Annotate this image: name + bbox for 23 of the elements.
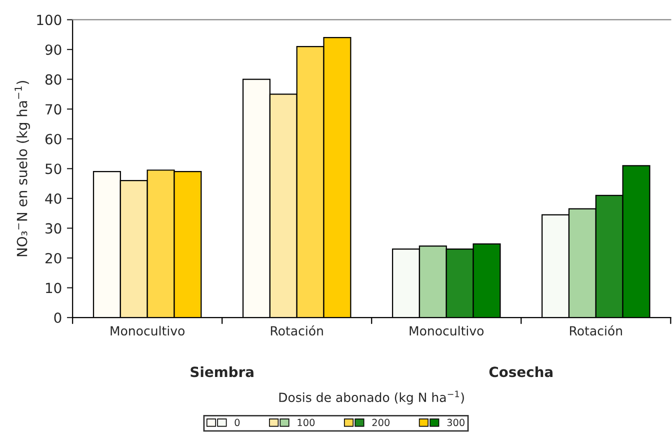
y-tick-label: 10 (46, 282, 62, 294)
y-tick-label: 70 (46, 104, 62, 115)
y-tick-label: 40 (45, 193, 62, 204)
y-tick-label: 80 (45, 74, 62, 85)
x-tick-label: Rotación (570, 325, 622, 336)
y-axis-title: NO₃$^{−}$N en suelo (kg ha$^{−1}$) (14, 80, 30, 256)
y-tick-label: 20 (46, 252, 62, 264)
x-tick-label: Monocultivo (410, 326, 484, 336)
legend-label: 300 (447, 418, 464, 426)
text: Siembra (190, 366, 254, 378)
y-tick-label: 30 (46, 223, 62, 234)
x-axis-title: Dosis de abonado (kg N ha$^{−1}$) (279, 390, 464, 405)
legend-label: 0 (234, 418, 240, 426)
x-tick-label: Rotación (270, 325, 323, 336)
y-tick-label: 0 (54, 312, 62, 324)
y-tick-label: 90 (45, 44, 62, 55)
x-tick-label: Monocultivo (110, 326, 184, 336)
y-tick-label: 50 (46, 164, 62, 174)
text: Cosecha (489, 366, 552, 378)
y-tick-label: 100 (37, 14, 62, 26)
y-tick-label: 60 (45, 134, 62, 144)
legend-label: 200 (372, 418, 390, 426)
legend-label: 100 (298, 418, 315, 426)
